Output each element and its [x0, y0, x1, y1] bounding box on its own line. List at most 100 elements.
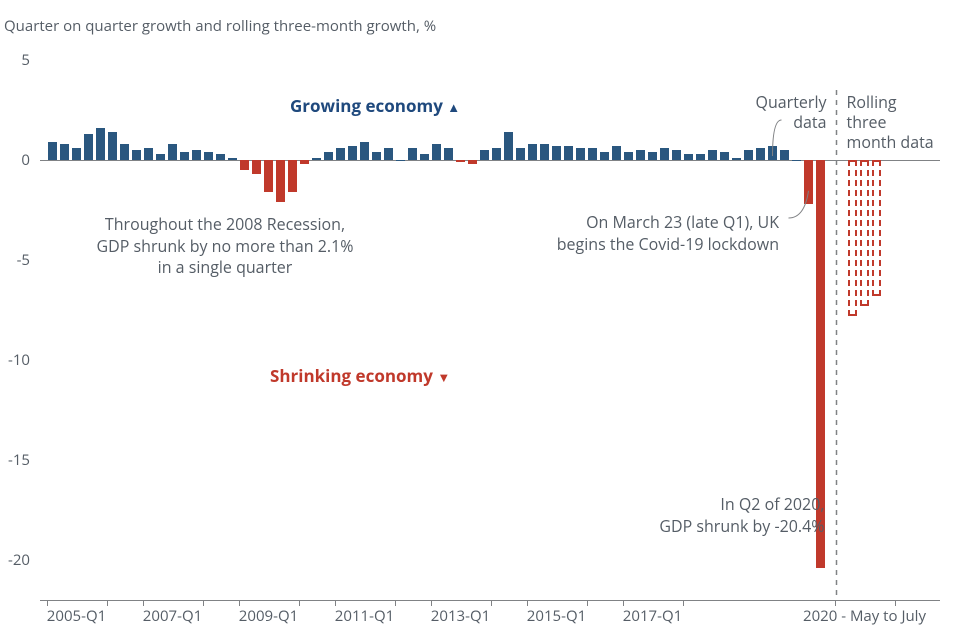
- quarterly-bar: [576, 148, 585, 160]
- x-tick: [491, 600, 492, 606]
- x-tick: [587, 600, 588, 606]
- quarterly-bar: [792, 160, 801, 161]
- quarterly-bar: [372, 152, 381, 160]
- quarterly-bar: [648, 152, 657, 160]
- quarterly-bar: [744, 150, 753, 160]
- quarterly-bar: [84, 134, 93, 160]
- quarterly-bar: [564, 146, 573, 160]
- quarterly-bar: [504, 132, 513, 160]
- y-tick-label: -20: [0, 550, 30, 570]
- annotation-2008-recession: Throughout the 2008 Recession,GDP shrunk…: [75, 214, 375, 279]
- annotation-q2-2020: In Q2 of 2020,GDP shrunk by -20.4%: [605, 494, 825, 537]
- quarterly-bar: [684, 154, 693, 160]
- quarterly-bar: [72, 148, 81, 160]
- x-tick: [395, 600, 396, 606]
- quarterly-bar: [600, 152, 609, 160]
- quarterly-bar: [396, 160, 405, 161]
- quarterly-bar: [168, 144, 177, 160]
- quarterly-bar: [312, 158, 321, 160]
- quarterly-bar: [408, 148, 417, 160]
- x-tick: [203, 600, 204, 606]
- quarterly-bar: [444, 148, 453, 160]
- quarterly-bar: [660, 148, 669, 160]
- quarterly-bar: [120, 144, 129, 160]
- quarterly-bar: [516, 148, 525, 160]
- quarterly-bar: [588, 148, 597, 160]
- quarterly-bar: [240, 160, 249, 170]
- quarterly-bar: [204, 152, 213, 160]
- quarterly-bar: [612, 146, 621, 160]
- chart-subtitle: Quarter on quarter growth and rolling th…: [4, 16, 436, 36]
- quarterly-bar: [780, 150, 789, 160]
- quarterly-bar: [636, 150, 645, 160]
- quarterly-bar: [336, 148, 345, 160]
- quarterly-bar: [420, 154, 429, 160]
- quarterly-bar: [804, 160, 813, 204]
- x-tick-label: 2017-Q1: [623, 606, 682, 626]
- quarterly-bar: [228, 158, 237, 160]
- rolling-bar: [860, 160, 869, 306]
- x-tick: [107, 600, 108, 606]
- quarterly-bar: [96, 128, 105, 160]
- down-triangle-icon: ▼: [437, 368, 450, 386]
- quarterly-bar: [672, 150, 681, 160]
- quarterly-bar: [132, 150, 141, 160]
- x-tick-label: 2020 - May to July: [803, 606, 926, 626]
- quarterly-bar: [180, 152, 189, 160]
- y-tick-label: -5: [0, 250, 30, 270]
- y-tick-label: 0: [0, 150, 30, 170]
- quarterly-bar: [696, 154, 705, 160]
- quarterly-bar: [264, 160, 273, 192]
- x-tick-label: 2005-Q1: [47, 606, 106, 626]
- quarterly-bar: [324, 152, 333, 160]
- quarterly-bar: [552, 146, 561, 160]
- x-tick-label: 2007-Q1: [143, 606, 202, 626]
- quarterly-bar: [492, 148, 501, 160]
- quarterly-bar: [156, 154, 165, 160]
- quarterly-bar: [756, 148, 765, 160]
- quarterly-bar: [360, 142, 369, 160]
- y-tick-label: -15: [0, 450, 30, 470]
- x-tick-label: 2013-Q1: [431, 606, 490, 626]
- x-tick: [683, 600, 684, 606]
- quarterly-bar: [48, 142, 57, 160]
- quarterly-bar: [528, 144, 537, 160]
- quarterly-bar: [144, 148, 153, 160]
- quarterly-bar: [732, 158, 741, 160]
- plot-area: Growing economy ▲ Shrinking economy ▼ Qu…: [40, 60, 940, 600]
- quarterly-bar: [216, 154, 225, 160]
- quarterly-bar: [288, 160, 297, 192]
- gdp-chart: Quarter on quarter growth and rolling th…: [0, 0, 959, 639]
- quarterly-bar: [384, 148, 393, 160]
- quarterly-data-label: Quarterlydata: [737, 92, 827, 132]
- quarterly-bar: [108, 132, 117, 160]
- x-tick-label: 2009-Q1: [239, 606, 298, 626]
- quarterly-bar: [720, 152, 729, 160]
- rolling-data-label: Rolling threemonth data: [847, 92, 941, 152]
- shrinking-economy-label: Shrinking economy ▼: [270, 364, 450, 387]
- rolling-bar: [872, 160, 881, 296]
- annotation-covid-lockdown: On March 23 (late Q1), UKbegins the Covi…: [529, 212, 779, 255]
- growing-economy-label: Growing economy ▲: [290, 94, 460, 117]
- quarterly-bar: [540, 144, 549, 160]
- x-tick-label: 2011-Q1: [335, 606, 394, 626]
- quarterly-bar: [60, 144, 69, 160]
- quarterly-bar: [468, 160, 477, 164]
- quarterly-bar: [432, 144, 441, 160]
- growing-economy-text: Growing economy: [290, 94, 443, 117]
- quarterly-bar: [708, 150, 717, 160]
- quarterly-bar: [624, 152, 633, 160]
- y-tick-label: 5: [0, 50, 30, 70]
- up-triangle-icon: ▲: [447, 98, 460, 116]
- rolling-bar: [848, 160, 857, 316]
- quarterly-bar: [456, 160, 465, 162]
- quarterly-bar: [276, 160, 285, 202]
- quarterly-bar: [480, 150, 489, 160]
- y-tick-label: -10: [0, 350, 30, 370]
- quarterly-bar: [192, 150, 201, 160]
- x-tick-label: 2015-Q1: [527, 606, 586, 626]
- quarterly-bar: [768, 146, 777, 160]
- quarterly-bar: [300, 160, 309, 164]
- x-tick: [299, 600, 300, 606]
- quarterly-bar: [252, 160, 261, 174]
